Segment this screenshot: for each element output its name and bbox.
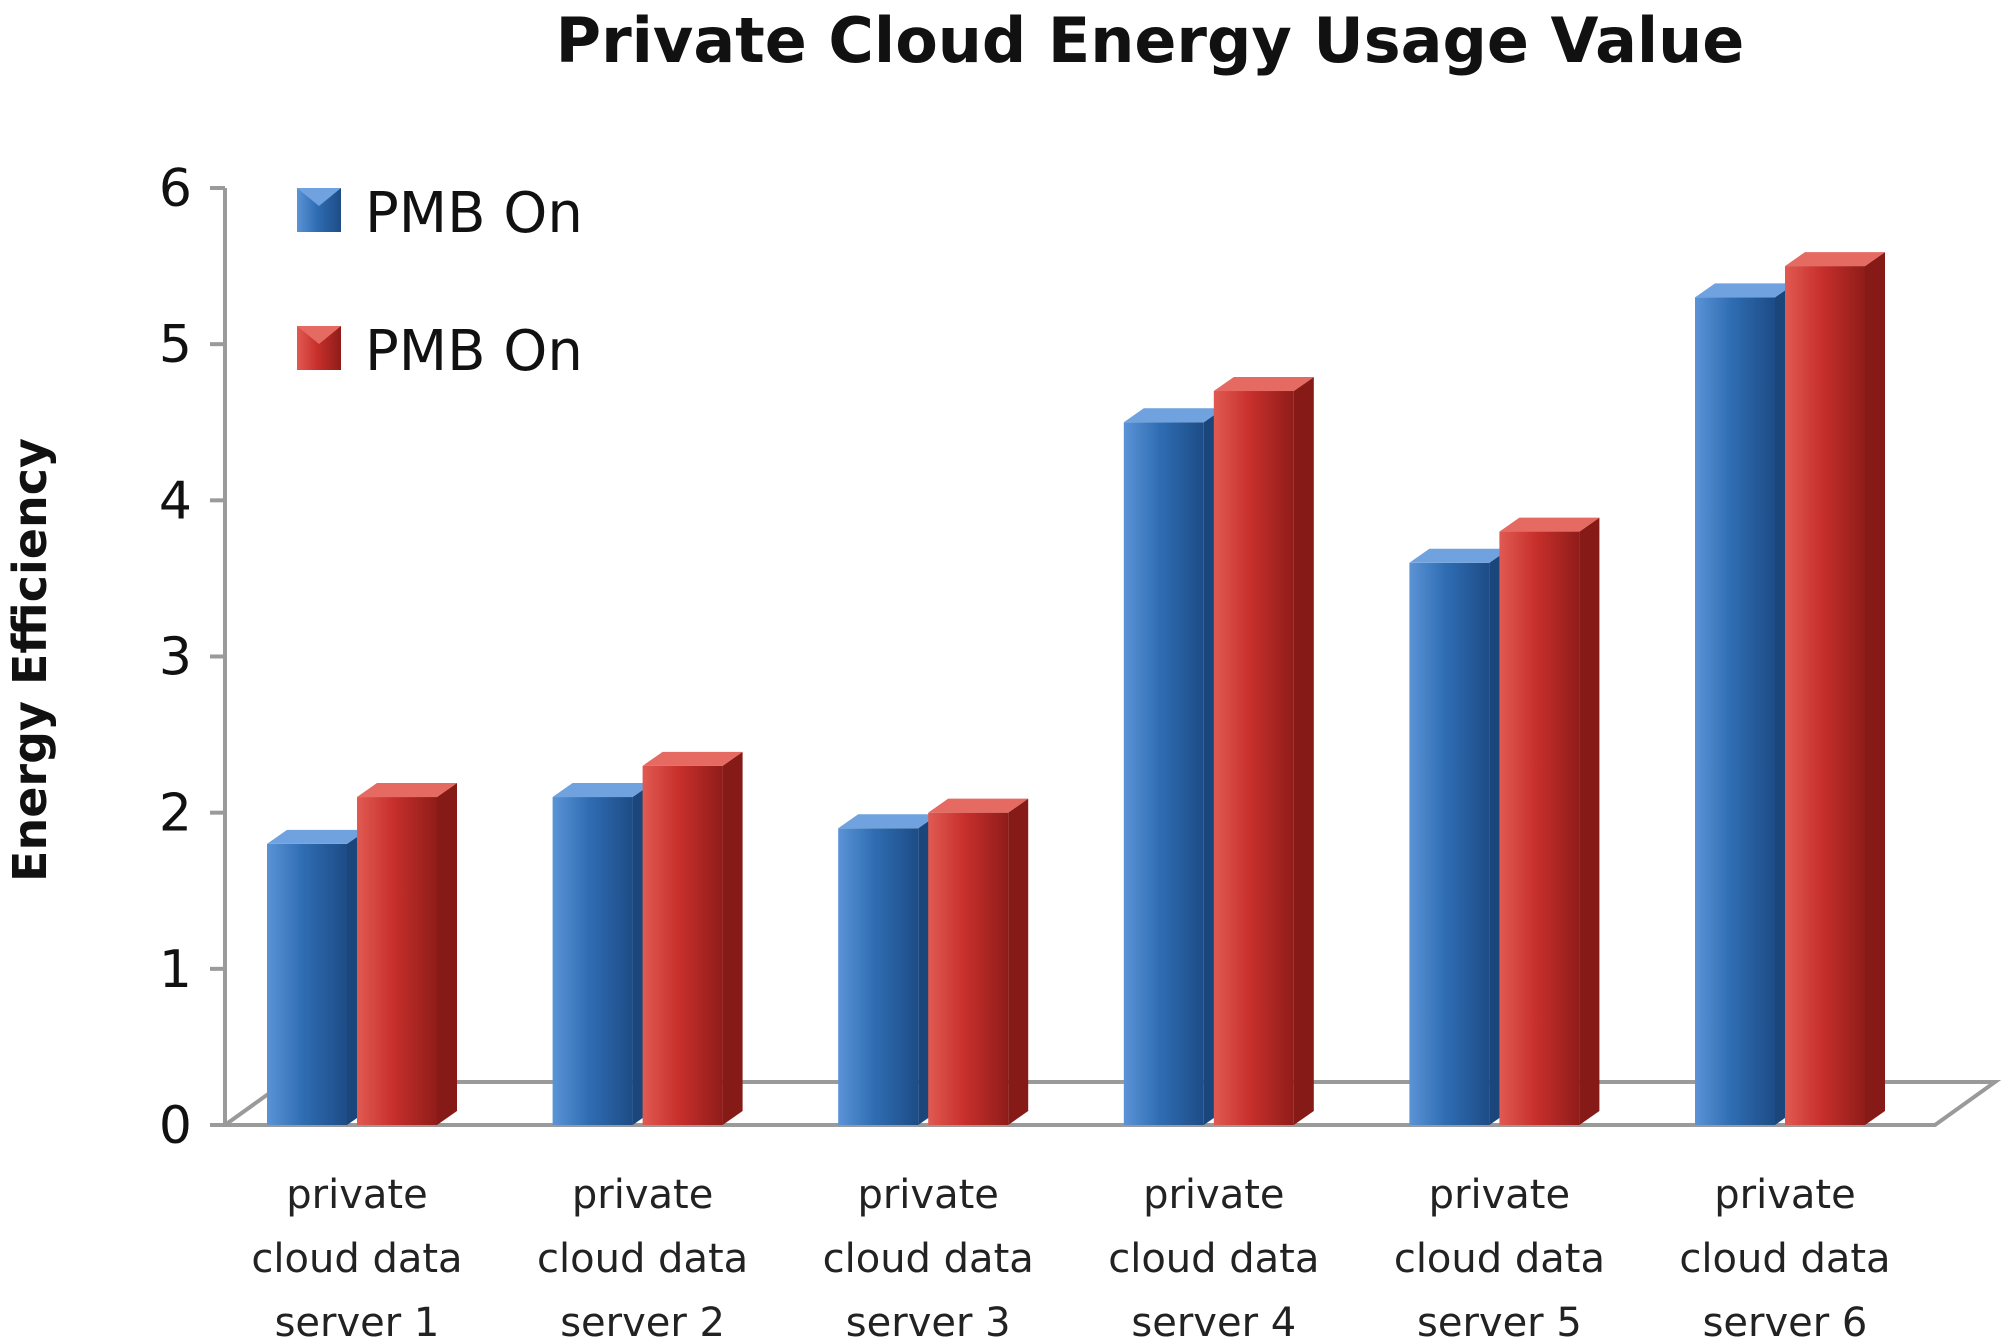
bar [1123, 408, 1224, 1125]
bar [1409, 548, 1510, 1125]
bar-top [1695, 283, 1795, 298]
bar-front [1695, 297, 1775, 1126]
bar-front [1499, 531, 1580, 1125]
legend-label: PMB On [365, 181, 583, 246]
bar-front [1409, 562, 1490, 1125]
bar-front [928, 812, 1009, 1125]
bar [552, 783, 653, 1125]
legend-swatch-highlight [297, 188, 341, 206]
bar-front [642, 765, 723, 1125]
bar-side [437, 783, 457, 1125]
bar [267, 829, 367, 1125]
bar-top [1785, 252, 1885, 267]
x-tick-label: private cloud data server 1 [251, 1172, 462, 1338]
legend-swatch-highlight [297, 326, 341, 344]
chart-title: Private Cloud Energy Usage Value [556, 4, 1745, 77]
y-axis: 0 1 2 3 4 5 6 [159, 159, 227, 1156]
bar [357, 783, 457, 1125]
x-axis-categories: private cloud data server 1 private cloud da… [251, 1172, 1890, 1338]
bar-top [838, 814, 939, 829]
x-tick-label: private cloud data server 4 [1108, 1172, 1319, 1338]
y-tick-label: 0 [159, 1096, 192, 1156]
bar-front [267, 843, 347, 1125]
bar-front [552, 797, 633, 1125]
bar-side [1865, 252, 1885, 1126]
legend-label: PMB On [365, 319, 583, 384]
legend: PMB On PMB On [297, 181, 583, 384]
bar [1213, 377, 1314, 1125]
bar-side [722, 751, 743, 1125]
legend-item: PMB On [297, 319, 583, 384]
bar [1695, 283, 1795, 1126]
x-tick-label: private cloud data server 6 [1679, 1172, 1890, 1338]
bar [838, 814, 939, 1125]
y-tick-label: 2 [159, 784, 192, 844]
bar-top [267, 829, 367, 844]
bar-top [1499, 517, 1600, 532]
x-tick-label: private cloud data server 3 [823, 1172, 1034, 1338]
bar-side [1008, 798, 1029, 1125]
bar [1785, 252, 1885, 1126]
y-tick-label: 3 [159, 628, 192, 688]
y-tick-label: 4 [159, 471, 192, 531]
bar [642, 751, 743, 1125]
bar-top [357, 783, 457, 798]
bar [928, 798, 1029, 1125]
bar-front [1123, 422, 1204, 1125]
bar-top [1213, 377, 1314, 392]
x-tick-label: private cloud data server 5 [1394, 1172, 1605, 1338]
bar-front [357, 797, 437, 1125]
bar-side [1579, 517, 1600, 1125]
bar-top [928, 798, 1029, 813]
x-tick-label: private cloud data server 2 [537, 1172, 748, 1338]
bar-front [1785, 266, 1865, 1125]
y-tick-label: 6 [159, 159, 192, 219]
y-axis-label: Energy Efficiency [3, 438, 57, 882]
bar-top [1409, 548, 1510, 563]
bar-top [1123, 408, 1224, 423]
bar [1499, 517, 1600, 1125]
bar-top [642, 751, 743, 766]
bar-front [1213, 391, 1294, 1125]
y-tick-label: 5 [159, 315, 192, 375]
bar-top [552, 783, 653, 798]
bars [267, 252, 1885, 1126]
bar-side [1293, 377, 1314, 1125]
y-tick-label: 1 [159, 940, 192, 1000]
legend-item: PMB On [297, 181, 583, 246]
bar-front [838, 828, 919, 1125]
